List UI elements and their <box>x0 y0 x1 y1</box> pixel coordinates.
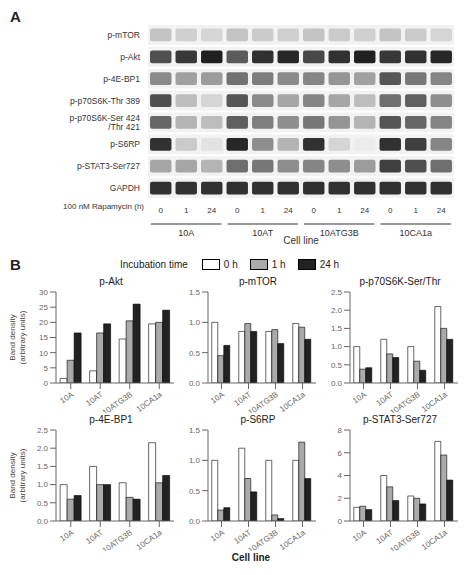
svg-text:10CA1a: 10CA1a <box>420 390 449 413</box>
svg-text:10ATG3B: 10ATG3B <box>388 390 421 413</box>
svg-text:30: 30 <box>39 288 48 297</box>
svg-text:0: 0 <box>312 206 317 215</box>
svg-text:Cell line: Cell line <box>283 235 319 246</box>
svg-text:25: 25 <box>39 303 48 312</box>
svg-text:10: 10 <box>39 349 48 358</box>
svg-text:20: 20 <box>39 318 48 327</box>
svg-text:1: 1 <box>337 206 342 215</box>
svg-text:1.5: 1.5 <box>331 324 343 333</box>
svg-text:0.0: 0.0 <box>189 379 201 388</box>
svg-text:2: 2 <box>338 494 343 503</box>
svg-text:10AT: 10AT <box>84 528 104 546</box>
svg-text:4: 4 <box>338 471 343 480</box>
svg-text:1.5: 1.5 <box>189 288 201 297</box>
svg-text:10A: 10A <box>58 528 75 544</box>
svg-text:p-p70S6K-Thr 389: p-p70S6K-Thr 389 <box>70 96 140 106</box>
svg-text:p-mTOR: p-mTOR <box>108 30 140 40</box>
svg-text:1.5: 1.5 <box>37 462 49 471</box>
svg-text:1.0: 1.0 <box>189 318 201 327</box>
svg-text:10AT: 10AT <box>252 228 273 238</box>
svg-text:2.5: 2.5 <box>331 288 343 297</box>
svg-text:10A: 10A <box>351 390 368 406</box>
svg-text:p-4E-BP1: p-4E-BP1 <box>103 74 140 84</box>
html-text:A: A <box>10 8 21 25</box>
svg-text:p-STAT3-Ser727: p-STAT3-Ser727 <box>77 161 140 171</box>
svg-text:1.0: 1.0 <box>331 342 343 351</box>
html-text:p-4E-BP1: p-4E-BP1 <box>89 414 133 425</box>
svg-text:10CA1a: 10CA1a <box>278 390 307 413</box>
svg-text:10AT: 10AT <box>233 528 253 546</box>
svg-text:10AT: 10AT <box>233 390 253 408</box>
svg-text:10AT: 10AT <box>84 390 104 408</box>
svg-text:0.5: 0.5 <box>331 361 343 370</box>
svg-text:0: 0 <box>44 379 49 388</box>
svg-text:10ATG3B: 10ATG3B <box>246 528 279 551</box>
html-text:p-STAT3-Ser727: p-STAT3-Ser727 <box>362 414 437 425</box>
svg-text:10ATG3B: 10ATG3B <box>101 390 134 413</box>
svg-text:24: 24 <box>284 206 293 215</box>
svg-text:p-Akt: p-Akt <box>120 52 140 62</box>
html-text:1 h: 1 h <box>271 258 286 270</box>
html-text:Incubation time: Incubation time <box>120 258 188 270</box>
svg-text:0.5: 0.5 <box>189 487 201 496</box>
svg-text:10CA1a: 10CA1a <box>135 390 164 413</box>
svg-text:10ATG3B: 10ATG3B <box>246 390 279 413</box>
svg-text:10CA1a: 10CA1a <box>135 528 164 551</box>
svg-text:24: 24 <box>360 206 369 215</box>
svg-text:0: 0 <box>235 206 240 215</box>
svg-text:Band density(arbitrary units): Band density(arbitrary units) <box>8 310 27 364</box>
svg-text:24: 24 <box>207 206 216 215</box>
svg-text:10A: 10A <box>351 528 368 544</box>
svg-text:10ATG3B: 10ATG3B <box>388 528 421 551</box>
svg-text:Band density(arbitrary units): Band density(arbitrary units) <box>8 448 27 502</box>
svg-text:10ATG3B: 10ATG3B <box>320 228 359 238</box>
svg-text:0: 0 <box>338 517 343 526</box>
svg-text:8: 8 <box>338 426 343 435</box>
html-text:p-mTOR: p-mTOR <box>238 276 278 287</box>
html-text:0 h: 0 h <box>223 258 238 270</box>
svg-text:GAPDH: GAPDH <box>110 183 140 193</box>
html-text:p-S6RP: p-S6RP <box>240 414 276 425</box>
svg-text:0: 0 <box>388 206 393 215</box>
svg-text:10A: 10A <box>178 228 194 238</box>
svg-text:2.5: 2.5 <box>37 426 49 435</box>
svg-text:0.0: 0.0 <box>331 379 343 388</box>
svg-text:0: 0 <box>159 206 164 215</box>
html-text:24 h: 24 h <box>319 258 340 270</box>
html-text:B: B <box>10 255 21 273</box>
svg-text:24: 24 <box>437 206 446 215</box>
html-text:100 nM Rapamycin (h): 100 nM Rapamycin (h) <box>63 202 144 211</box>
svg-text:10A: 10A <box>58 390 75 406</box>
svg-text:0.0: 0.0 <box>189 517 201 526</box>
svg-text:2.0: 2.0 <box>331 306 343 315</box>
svg-text:10AT: 10AT <box>375 528 395 546</box>
svg-text:1: 1 <box>261 206 266 215</box>
svg-text:0.5: 0.5 <box>37 499 49 508</box>
svg-text:10CA1a: 10CA1a <box>278 528 307 551</box>
html-text:p-Akt: p-Akt <box>99 276 123 287</box>
svg-text:1: 1 <box>414 206 419 215</box>
svg-text:p-p70S6K-Ser 424/Thr 421: p-p70S6K-Ser 424/Thr 421 <box>70 113 141 132</box>
svg-text:15: 15 <box>39 333 48 342</box>
svg-text:0.0: 0.0 <box>37 517 49 526</box>
svg-text:10A: 10A <box>209 390 226 406</box>
svg-text:1.0: 1.0 <box>37 480 49 489</box>
svg-text:10AT: 10AT <box>375 390 395 408</box>
svg-text:p-S6RP: p-S6RP <box>110 139 140 149</box>
svg-text:10ATG3B: 10ATG3B <box>101 528 134 551</box>
svg-text:0.5: 0.5 <box>189 349 201 358</box>
svg-text:6: 6 <box>338 449 343 458</box>
svg-text:10CA1a: 10CA1a <box>399 228 432 238</box>
svg-text:1.0: 1.0 <box>189 456 201 465</box>
svg-text:1.5: 1.5 <box>189 426 201 435</box>
svg-text:10A: 10A <box>209 528 226 544</box>
html-text:p-p70S6K-Ser/Thr: p-p70S6K-Ser/Thr <box>359 276 441 287</box>
svg-text:2.0: 2.0 <box>37 444 49 453</box>
svg-text:1: 1 <box>184 206 189 215</box>
svg-text:5: 5 <box>44 364 49 373</box>
svg-text:10CA1a: 10CA1a <box>420 528 449 551</box>
html-text:Cell line: Cell line <box>231 552 271 563</box>
